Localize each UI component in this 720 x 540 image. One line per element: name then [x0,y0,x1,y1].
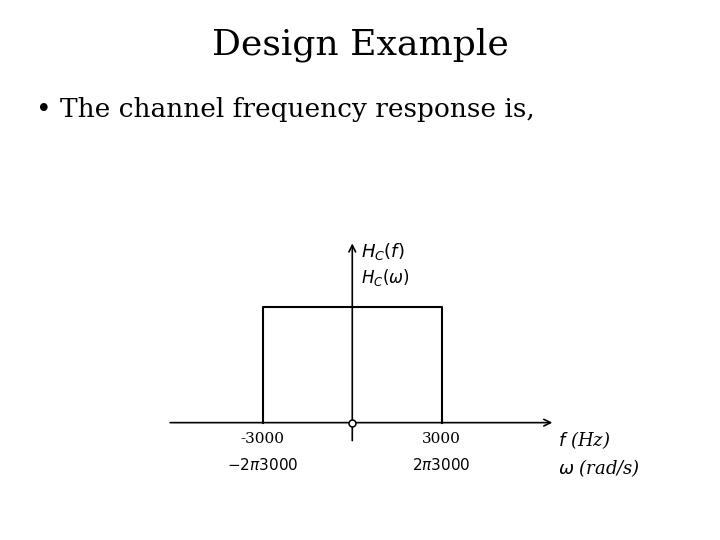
Text: Design Example: Design Example [212,27,508,62]
Text: $H_C(f)$: $H_C(f)$ [361,241,405,261]
Text: $-2\pi3000$: $-2\pi3000$ [227,457,299,473]
Text: $H_C(\omega)$: $H_C(\omega)$ [361,267,410,288]
Text: • The channel frequency response is,: • The channel frequency response is, [36,97,535,122]
Text: -3000: -3000 [240,432,285,446]
Text: $2\pi3000$: $2\pi3000$ [413,457,471,473]
Text: $f$ (Hz): $f$ (Hz) [558,429,611,451]
Text: $\omega$ (rad/s): $\omega$ (rad/s) [558,457,640,479]
Text: 3000: 3000 [423,432,462,446]
